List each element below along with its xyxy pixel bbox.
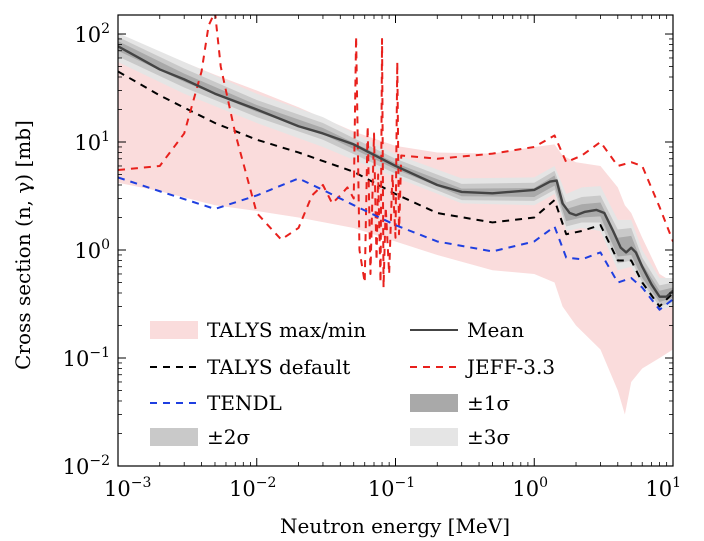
legend-label: TALYS max/min	[207, 318, 366, 342]
legend-item-sigma2: ±2σ	[150, 425, 250, 449]
legend: TALYS max/min Mean TALYS default JEFF-3.3 TE…	[150, 318, 555, 449]
x-tick-label: 10−3	[104, 475, 151, 501]
y-tick-label: 10−2	[63, 453, 110, 479]
y-axis-label: Cross section (n, γ) [mb]	[11, 120, 35, 370]
x-tick-label: 10−1	[368, 475, 415, 501]
legend-label: JEFF-3.3	[465, 355, 555, 379]
band-sigma1	[118, 41, 673, 303]
legend-item-sigma3: ±3σ	[410, 425, 510, 449]
line-talys_default	[118, 70, 673, 308]
line-tendl	[118, 176, 673, 311]
legend-label: TENDL	[207, 391, 282, 415]
legend-item-talys_default: TALYS default	[150, 355, 350, 379]
legend-label: Mean	[467, 318, 524, 342]
line-jeff	[118, 15, 673, 289]
line-mean	[118, 45, 673, 298]
legend-item-mean: Mean	[410, 318, 524, 342]
x-tick-label: 101	[645, 475, 681, 501]
legend-item-jeff: JEFF-3.3	[410, 355, 555, 379]
legend-label: ±1σ	[467, 391, 510, 415]
legend-label: ±2σ	[207, 425, 250, 449]
x-tick-label: 100	[512, 475, 548, 501]
y-tick-label: 100	[74, 237, 110, 263]
data-lines	[118, 15, 673, 311]
x-axis-label: Neutron energy [MeV]	[280, 514, 510, 538]
y-tick-label: 10−1	[63, 345, 110, 371]
y-tick-label: 101	[74, 129, 110, 155]
legend-item-talys_band: TALYS max/min	[150, 318, 366, 342]
legend-swatch	[150, 321, 198, 339]
legend-label: ±3σ	[467, 425, 510, 449]
legend-item-sigma1: ±1σ	[410, 391, 510, 415]
y-tick-label: 102	[74, 21, 110, 47]
x-tick-label: 10−2	[229, 475, 276, 501]
legend-swatch	[410, 428, 458, 446]
legend-label: TALYS default	[207, 355, 350, 379]
legend-item-tendl: TENDL	[150, 391, 282, 415]
legend-swatch	[150, 428, 198, 446]
legend-swatch	[410, 394, 458, 412]
